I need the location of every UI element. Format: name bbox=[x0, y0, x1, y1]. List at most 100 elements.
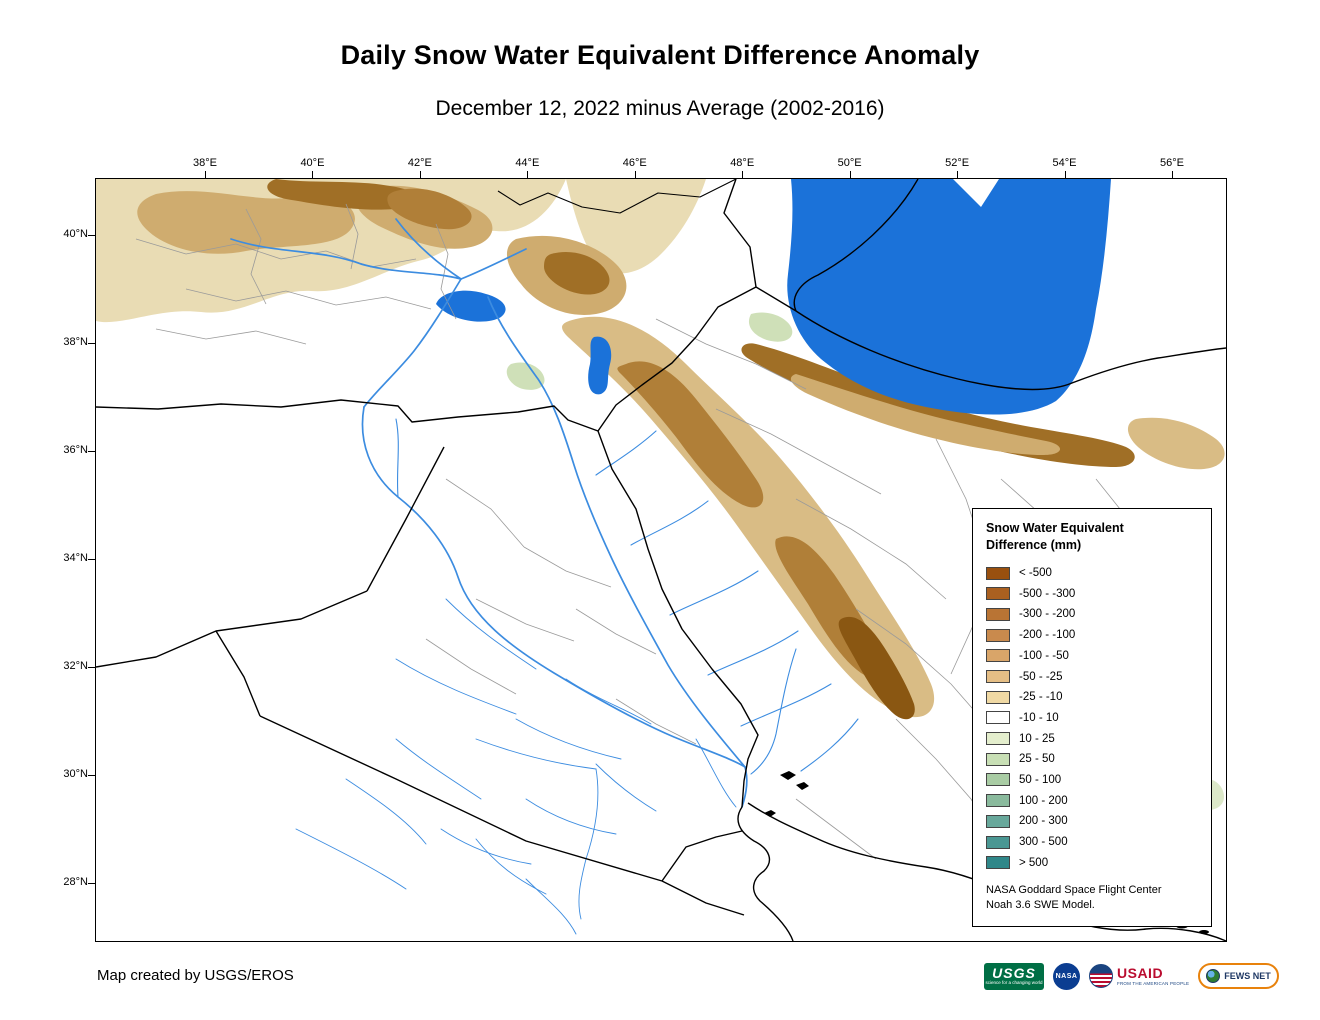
legend-title-line1: Snow Water Equivalent bbox=[986, 521, 1124, 535]
legend-label: 50 - 100 bbox=[1019, 773, 1062, 786]
legend-title: Snow Water Equivalent Difference (mm) bbox=[986, 520, 1199, 554]
lon-tick-label: 38°E bbox=[193, 157, 217, 169]
legend-source-line1: NASA Goddard Space Flight Center bbox=[986, 884, 1162, 897]
usaid-seal-icon bbox=[1089, 964, 1113, 988]
legend-label: -200 - -100 bbox=[1019, 629, 1076, 642]
legend-swatch bbox=[986, 649, 1010, 663]
legend-swatch bbox=[986, 628, 1010, 642]
legend-entry: > 500 bbox=[986, 852, 1199, 873]
lon-tick-mark bbox=[742, 171, 744, 178]
logo-row: USGS science for a changing world NASA U… bbox=[984, 959, 1279, 993]
legend-label: -500 - -300 bbox=[1019, 587, 1076, 600]
lon-tick-mark bbox=[312, 171, 314, 178]
legend-entry: 25 - 50 bbox=[986, 749, 1199, 770]
lat-tick-mark bbox=[88, 559, 95, 560]
fewsnet-logo-label: FEWS NET bbox=[1224, 971, 1271, 981]
caspian-sea bbox=[787, 179, 1111, 415]
legend-swatch bbox=[986, 794, 1010, 808]
lat-tick-label: 30°N bbox=[63, 768, 88, 780]
nasa-logo: NASA bbox=[1053, 962, 1080, 990]
legend-source: NASA Goddard Space Flight Center Noah 3.… bbox=[986, 883, 1199, 914]
lon-tick-mark bbox=[1171, 171, 1173, 178]
lon-tick-label: 44°E bbox=[515, 157, 540, 169]
lat-tick-label: 32°N bbox=[63, 660, 88, 672]
legend-entry: 10 - 25 bbox=[986, 728, 1199, 749]
legend-label: < -500 bbox=[1019, 567, 1052, 580]
legend-swatch bbox=[986, 856, 1010, 870]
legend-swatch bbox=[986, 732, 1010, 746]
legend-entry: < -500 bbox=[986, 563, 1199, 584]
lat-tick-mark bbox=[88, 235, 95, 236]
legend-title-line2: Difference (mm) bbox=[986, 537, 1082, 552]
lat-tick-label: 40°N bbox=[63, 228, 88, 240]
lon-tick-label: 52°E bbox=[945, 157, 970, 169]
fewsnet-globe-icon bbox=[1206, 969, 1221, 983]
lon-tick-mark bbox=[849, 171, 851, 178]
usgs-logo-tagline: science for a changing world bbox=[985, 980, 1043, 986]
lon-tick-label: 40°E bbox=[300, 157, 325, 169]
usaid-logo: USAID FROM THE AMERICAN PEOPLE bbox=[1089, 964, 1189, 988]
legend-entry: -300 - -200 bbox=[986, 604, 1199, 625]
lon-tick-label: 46°E bbox=[622, 157, 647, 169]
legend-label: 300 - 500 bbox=[1019, 836, 1068, 849]
legend-label: -10 - 10 bbox=[1019, 711, 1059, 724]
lon-tick-label: 54°E bbox=[1052, 157, 1077, 169]
legend-label: -100 - -50 bbox=[1019, 649, 1069, 662]
lon-tick-label: 42°E bbox=[407, 157, 432, 169]
lat-tick-label: 36°N bbox=[63, 444, 88, 456]
legend-label: > 500 bbox=[1019, 856, 1049, 869]
legend-swatch bbox=[986, 711, 1010, 725]
lat-tick-label: 34°N bbox=[63, 552, 88, 564]
legend-label: -50 - -25 bbox=[1019, 670, 1063, 683]
fewsnet-logo: FEWS NET bbox=[1198, 963, 1279, 989]
legend-swatch bbox=[986, 835, 1010, 849]
legend-swatch bbox=[986, 587, 1010, 601]
legend-label: 10 - 25 bbox=[1019, 732, 1055, 745]
usaid-logo-tagline: FROM THE AMERICAN PEOPLE bbox=[1117, 980, 1190, 986]
nasa-logo-label: NASA bbox=[1055, 972, 1078, 980]
lon-tick-mark bbox=[205, 171, 206, 178]
page-subtitle: December 12, 2022 minus Average (2002-20… bbox=[435, 97, 885, 120]
page-title: Daily Snow Water Equivalent Difference A… bbox=[340, 40, 980, 70]
map-svg bbox=[96, 179, 1226, 941]
lon-tick-mark bbox=[1064, 171, 1066, 178]
usgs-logo: USGS science for a changing world bbox=[984, 962, 1044, 990]
lon-tick-mark bbox=[634, 171, 636, 178]
lon-tick-label: 56°E bbox=[1159, 157, 1184, 169]
map-credit: Map created by USGS/EROS bbox=[97, 967, 294, 984]
legend-swatch bbox=[986, 690, 1010, 704]
lat-tick-label: 38°N bbox=[63, 336, 88, 348]
legend-entry: -25 - -10 bbox=[986, 687, 1199, 708]
legend-label: -25 - -10 bbox=[1019, 691, 1063, 704]
lon-tick-label: 48°E bbox=[730, 157, 755, 169]
lon-tick-mark bbox=[957, 171, 959, 178]
legend-swatch bbox=[986, 752, 1010, 766]
lat-tick-mark bbox=[88, 451, 95, 452]
legend-swatch bbox=[986, 814, 1010, 828]
usgs-logo-label: USGS bbox=[992, 965, 1036, 982]
legend-entry: -200 - -100 bbox=[986, 625, 1199, 646]
legend-swatch bbox=[986, 670, 1010, 684]
legend-swatch bbox=[986, 566, 1010, 580]
legend-entry: -100 - -50 bbox=[986, 646, 1199, 667]
lat-tick-mark bbox=[88, 667, 95, 668]
legend-entry: 200 - 300 bbox=[986, 811, 1199, 832]
legend-source-line2: Noah 3.6 SWE Model. bbox=[986, 899, 1095, 912]
country-borders bbox=[96, 179, 1226, 916]
lat-tick-mark bbox=[88, 883, 95, 884]
lat-tick-label: 28°N bbox=[63, 876, 88, 888]
usaid-logo-label: USAID bbox=[1117, 965, 1164, 981]
rivers bbox=[230, 218, 859, 935]
lon-tick-mark bbox=[419, 171, 421, 178]
lat-tick-mark bbox=[88, 775, 95, 776]
legend-entries: < -500 -500 - -300 -300 - -200 -200 - -100 -… bbox=[986, 563, 1199, 873]
legend: Snow Water Equivalent Difference (mm) < … bbox=[972, 508, 1212, 927]
legend-label: -300 - -200 bbox=[1019, 608, 1076, 621]
legend-entry: -50 - -25 bbox=[986, 666, 1199, 687]
legend-label: 100 - 200 bbox=[1019, 794, 1068, 807]
legend-label: 200 - 300 bbox=[1019, 815, 1068, 828]
legend-entry: 300 - 500 bbox=[986, 832, 1199, 853]
legend-entry: 50 - 100 bbox=[986, 770, 1199, 791]
legend-swatch bbox=[986, 607, 1010, 621]
lat-tick-mark bbox=[88, 343, 95, 344]
